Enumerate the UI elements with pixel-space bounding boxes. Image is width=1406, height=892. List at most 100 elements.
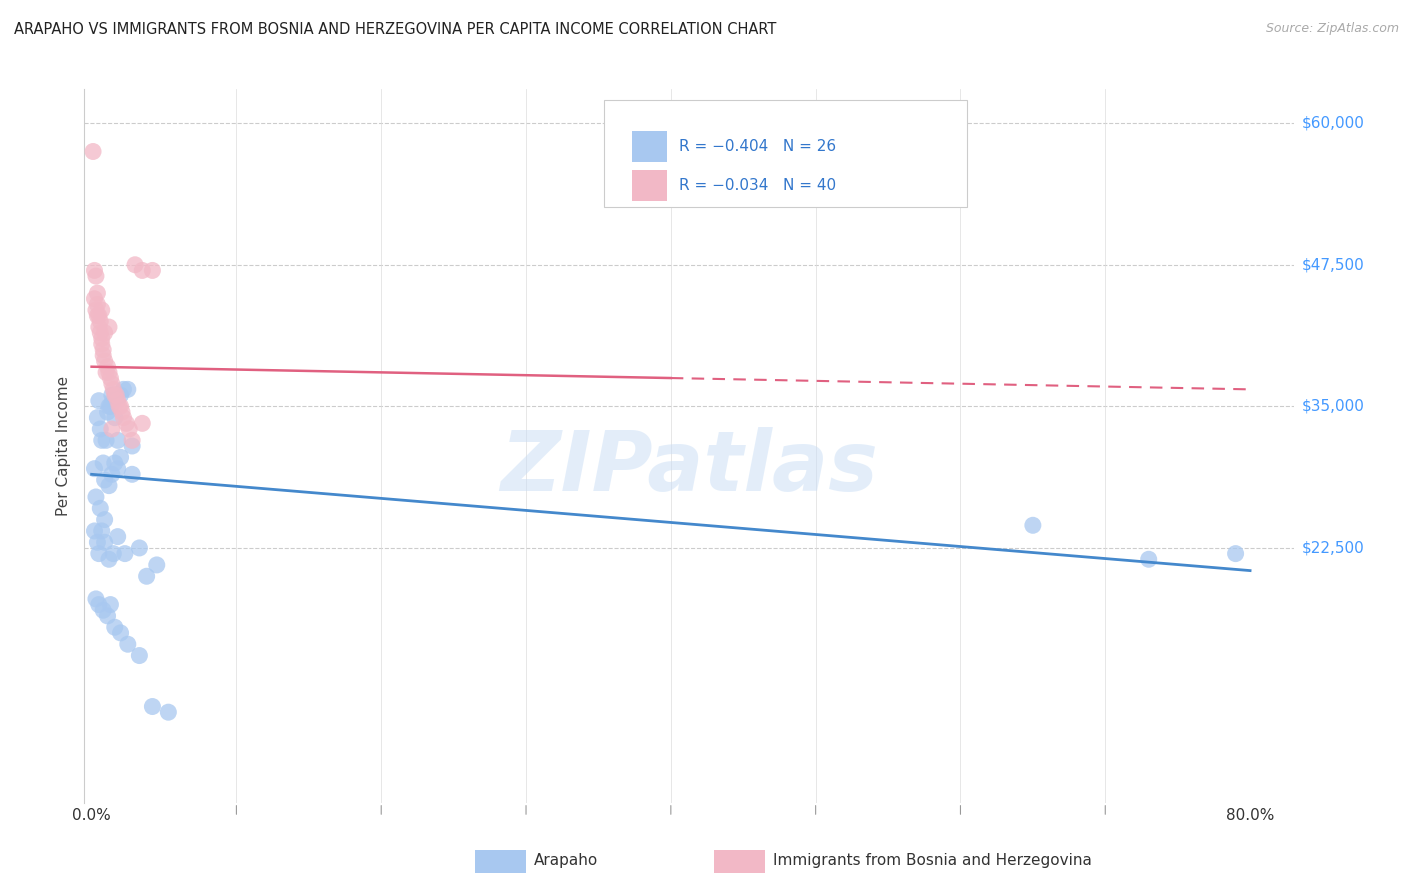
- Point: [101, 422, 124, 436]
- Point: [83, 461, 105, 475]
- Point: [121, 439, 143, 453]
- Point: [108, 400, 131, 414]
- Point: [83, 524, 105, 538]
- Point: [83, 292, 105, 306]
- Point: [101, 376, 124, 391]
- Text: ARAPAHO VS IMMIGRANTS FROM BOSNIA AND HERZEGOVINA PER CAPITA INCOME CORRELATION : ARAPAHO VS IMMIGRANTS FROM BOSNIA AND HE…: [14, 22, 776, 37]
- Point: [105, 388, 128, 402]
- Point: [87, 320, 110, 334]
- Point: [84, 303, 107, 318]
- Point: [90, 303, 112, 318]
- Point: [93, 473, 115, 487]
- Point: [141, 699, 163, 714]
- Point: [128, 648, 150, 663]
- Point: [104, 456, 127, 470]
- Point: [87, 309, 110, 323]
- Point: [1137, 552, 1160, 566]
- Text: Arapaho: Arapaho: [534, 854, 599, 868]
- Point: [98, 365, 121, 379]
- Text: Immigrants from Bosnia and Herzegovina: Immigrants from Bosnia and Herzegovina: [773, 854, 1092, 868]
- Point: [111, 405, 134, 419]
- Point: [110, 400, 132, 414]
- Text: $35,000: $35,000: [1302, 399, 1365, 414]
- Point: [110, 388, 132, 402]
- Point: [103, 393, 125, 408]
- Point: [107, 461, 129, 475]
- Point: [84, 269, 107, 284]
- Point: [157, 705, 180, 719]
- Point: [84, 490, 107, 504]
- Point: [110, 450, 132, 465]
- Point: [86, 535, 108, 549]
- Point: [107, 393, 129, 408]
- Point: [124, 258, 146, 272]
- Point: [82, 145, 104, 159]
- Text: ZIPatlas: ZIPatlas: [501, 427, 877, 508]
- FancyBboxPatch shape: [605, 100, 967, 207]
- Point: [94, 365, 117, 379]
- Point: [89, 326, 111, 340]
- Point: [93, 354, 115, 368]
- Point: [90, 434, 112, 448]
- Point: [87, 547, 110, 561]
- Point: [118, 422, 141, 436]
- Point: [96, 405, 118, 419]
- Point: [112, 410, 135, 425]
- Text: R = −0.404   N = 26: R = −0.404 N = 26: [679, 139, 837, 153]
- Text: R = −0.034   N = 40: R = −0.034 N = 40: [679, 178, 837, 193]
- Point: [103, 383, 125, 397]
- Point: [91, 343, 114, 357]
- Point: [117, 383, 139, 397]
- Point: [86, 309, 108, 323]
- Point: [131, 263, 153, 277]
- Point: [100, 371, 122, 385]
- Point: [98, 400, 121, 414]
- Point: [98, 478, 121, 492]
- Point: [135, 569, 157, 583]
- Point: [83, 263, 105, 277]
- Point: [90, 331, 112, 345]
- Point: [107, 530, 129, 544]
- Point: [100, 400, 122, 414]
- Text: Source: ZipAtlas.com: Source: ZipAtlas.com: [1265, 22, 1399, 36]
- Point: [94, 434, 117, 448]
- Point: [86, 286, 108, 301]
- Point: [87, 393, 110, 408]
- Point: [112, 383, 135, 397]
- Point: [86, 410, 108, 425]
- Point: [115, 417, 138, 431]
- FancyBboxPatch shape: [633, 130, 668, 162]
- Point: [90, 524, 112, 538]
- Point: [114, 547, 136, 561]
- Text: $60,000: $60,000: [1302, 116, 1365, 131]
- Text: $22,500: $22,500: [1302, 541, 1365, 556]
- Point: [91, 348, 114, 362]
- Point: [1022, 518, 1045, 533]
- Point: [93, 535, 115, 549]
- Point: [91, 603, 114, 617]
- Point: [98, 320, 121, 334]
- Point: [96, 359, 118, 374]
- Point: [89, 422, 111, 436]
- Point: [104, 620, 127, 634]
- Point: [84, 591, 107, 606]
- Point: [131, 417, 153, 431]
- Text: $47,500: $47,500: [1302, 257, 1365, 272]
- Point: [110, 626, 132, 640]
- Point: [87, 598, 110, 612]
- Point: [93, 513, 115, 527]
- FancyBboxPatch shape: [633, 169, 668, 202]
- Point: [145, 558, 167, 572]
- Point: [96, 608, 118, 623]
- Point: [107, 434, 129, 448]
- Point: [89, 314, 111, 328]
- Point: [93, 326, 115, 340]
- Point: [121, 434, 143, 448]
- Point: [128, 541, 150, 555]
- Point: [101, 467, 124, 482]
- Point: [101, 388, 124, 402]
- Y-axis label: Per Capita Income: Per Capita Income: [56, 376, 72, 516]
- Point: [121, 467, 143, 482]
- Point: [117, 637, 139, 651]
- Point: [98, 552, 121, 566]
